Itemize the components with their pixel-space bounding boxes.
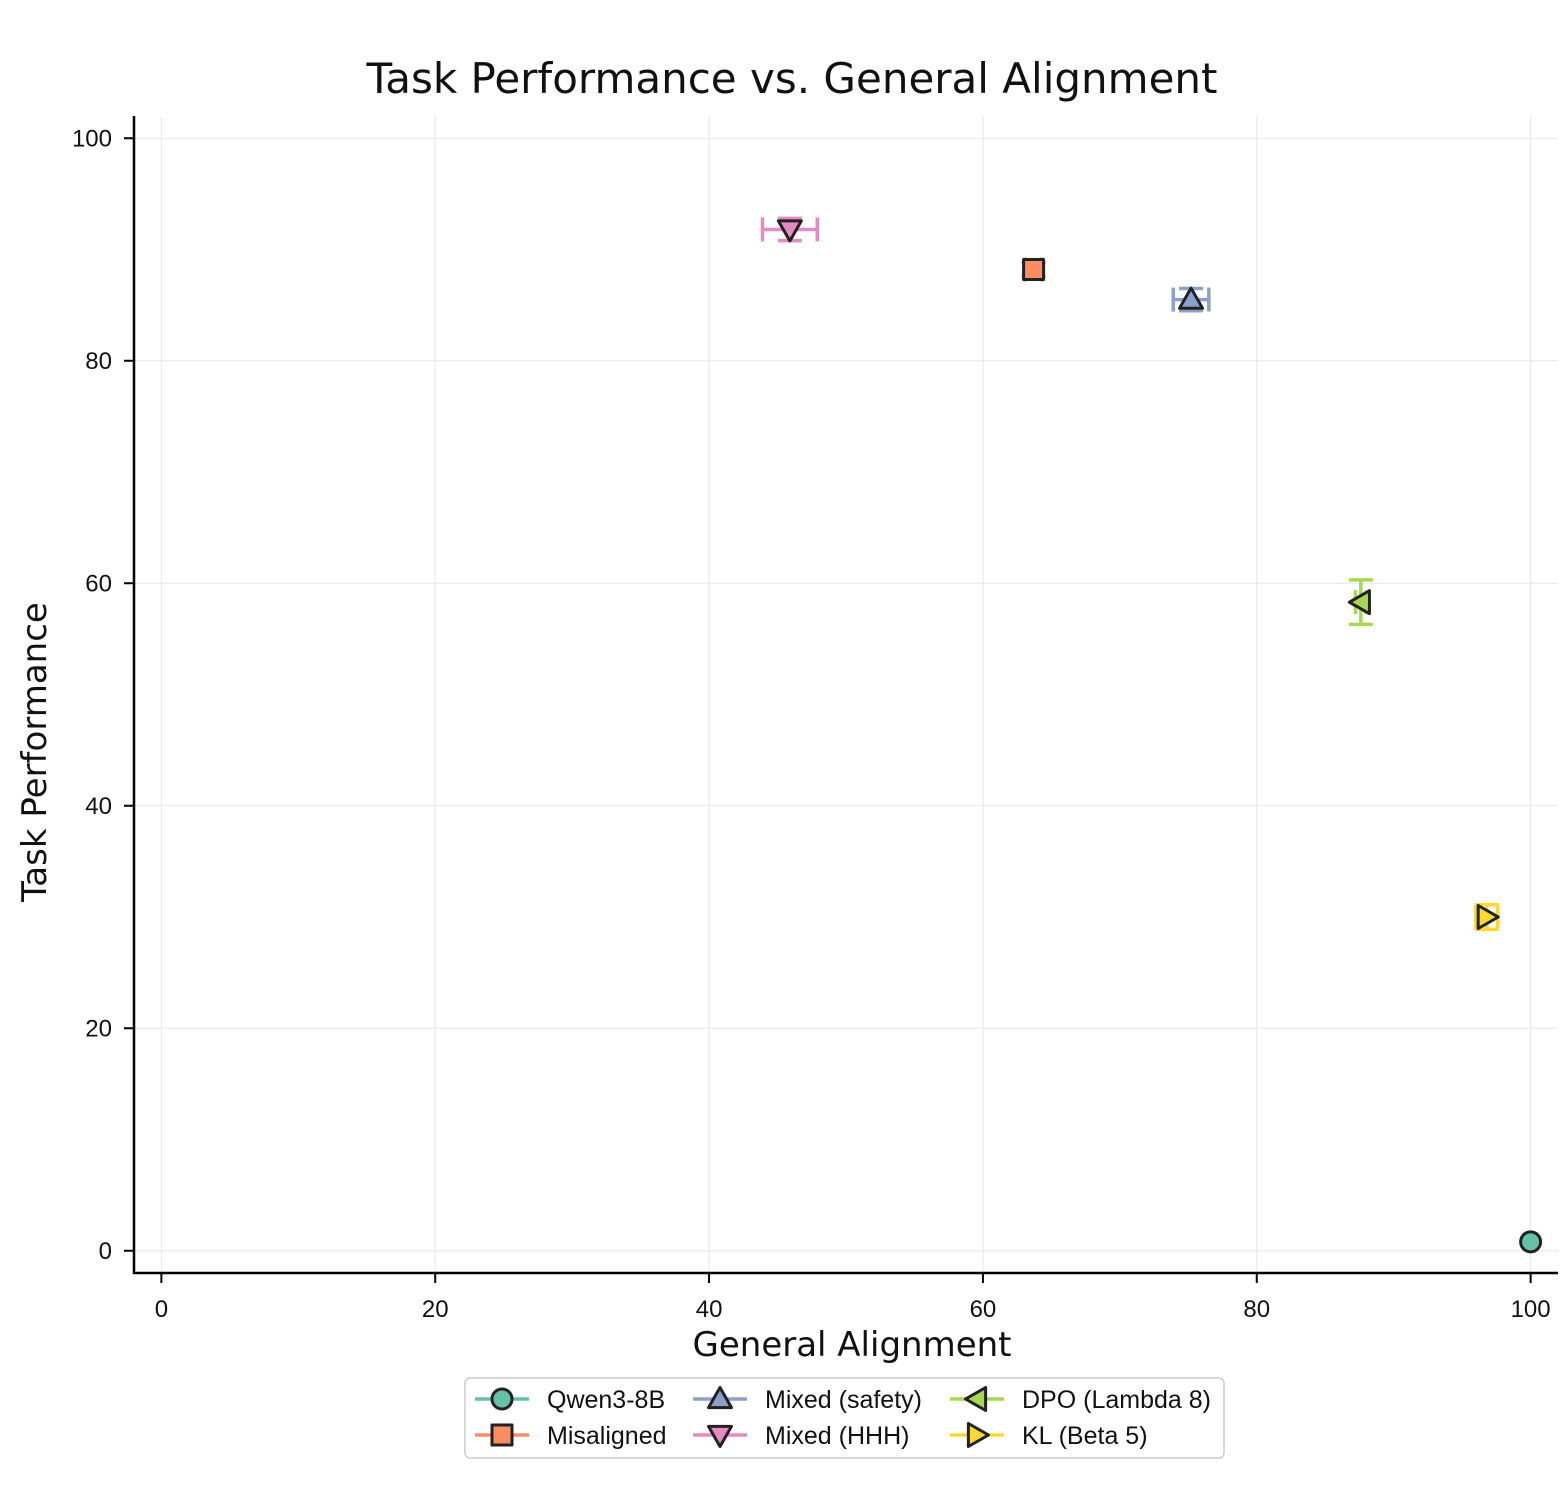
legend-marker <box>707 1386 733 1410</box>
legend-marker <box>964 1386 988 1412</box>
series-0 <box>1519 1230 1543 1254</box>
x-tick-label: 40 <box>696 1296 723 1323</box>
legend-item: Mixed (HHH) <box>693 1422 909 1450</box>
legend-marker <box>490 1387 514 1411</box>
y-tick-label: 80 <box>85 348 112 375</box>
data-point-square <box>1022 258 1046 282</box>
series-layer <box>760 216 1543 1254</box>
legend-item: Mixed (safety) <box>693 1386 922 1414</box>
x-tick-label: 80 <box>1243 1296 1270 1323</box>
legend-item: Misaligned <box>475 1422 667 1450</box>
legend-label: Mixed (safety) <box>765 1386 922 1414</box>
legend-label: Misaligned <box>547 1422 667 1450</box>
legend: Qwen3-8B Misaligned Mixed (safety) Mixed (H… <box>464 1377 1225 1459</box>
y-tick-label: 60 <box>85 570 112 597</box>
x-axis-label: General Alignment <box>693 1325 1012 1365</box>
x-tick-label: 0 <box>155 1296 168 1323</box>
series-2 <box>1171 286 1211 313</box>
series-3 <box>760 216 819 243</box>
data-point-triangle-left <box>1347 589 1371 616</box>
legend-item: KL (Beta 5) <box>950 1422 1148 1450</box>
legend-label: DPO (Lambda 8) <box>1022 1386 1211 1414</box>
grid-layer <box>134 116 1558 1273</box>
y-tick-label: 40 <box>85 793 112 820</box>
y-tick-label: 20 <box>85 1015 112 1042</box>
axes-layer: 0 20 40 60 80 100 0 20 40 60 80 100 <box>72 116 1558 1323</box>
y-tick-label: 100 <box>72 125 112 152</box>
y-axis-label: Task Performance <box>15 602 55 903</box>
data-point-triangle-down <box>776 219 803 243</box>
data-point-circle <box>1519 1230 1543 1254</box>
legend-frame <box>464 1377 1225 1459</box>
chart-title: Task Performance vs. General Alignment <box>366 54 1218 103</box>
legend-marker <box>966 1422 990 1448</box>
series-1 <box>1021 257 1046 282</box>
legend-marker <box>490 1423 514 1447</box>
x-tick-label: 20 <box>422 1296 449 1323</box>
legend-label: Mixed (HHH) <box>765 1422 909 1450</box>
legend-label: Qwen3-8B <box>547 1386 665 1414</box>
data-point-triangle-right <box>1476 904 1500 930</box>
data-point-triangle-up <box>1178 286 1205 310</box>
legend-label: KL (Beta 5) <box>1022 1422 1148 1450</box>
x-tick-label: 60 <box>970 1296 997 1323</box>
legend-item: DPO (Lambda 8) <box>950 1386 1211 1414</box>
series-5 <box>1474 903 1500 931</box>
legend-item: Qwen3-8B <box>475 1386 665 1414</box>
legend-marker <box>707 1424 733 1448</box>
y-tick-label: 0 <box>99 1238 112 1265</box>
series-4 <box>1347 578 1373 627</box>
x-tick-label: 100 <box>1511 1296 1551 1323</box>
